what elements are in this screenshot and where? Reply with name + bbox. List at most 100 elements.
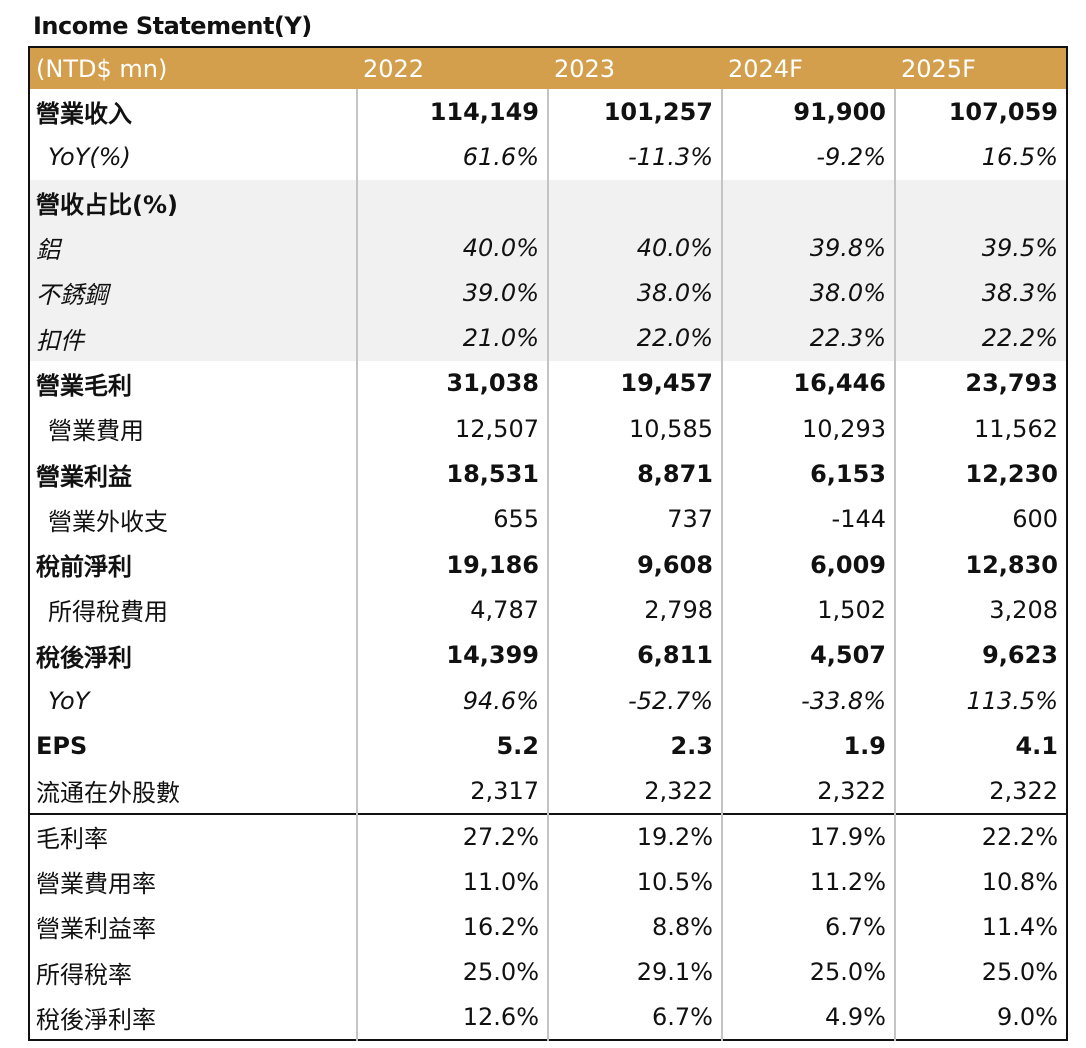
row-value: 2,322 (547, 768, 722, 814)
row-value: 40.0% (356, 224, 548, 271)
row-value: -144 (721, 496, 895, 542)
row-value: 9,608 (547, 541, 722, 588)
header-unit: (NTD$ mn) (29, 47, 357, 89)
row-value: 6.7% (547, 994, 722, 1041)
row-value: 25.0% (721, 949, 895, 995)
row-value: 2,798 (547, 587, 722, 633)
table-row: 鋁 40.0% 40.0% 39.8% 39.5% (29, 224, 1067, 271)
row-value: 2,322 (894, 768, 1067, 814)
row-label: 營業收入 (36, 100, 132, 129)
header-year: 2024F (722, 47, 895, 89)
row-value: 6,009 (721, 541, 895, 588)
row-value: 22.2% (894, 315, 1067, 361)
row-value: 23,793 (894, 360, 1067, 407)
row-label: 稅後淨利 (36, 643, 132, 672)
row-value: 9,623 (894, 632, 1067, 678)
row-label: 稅後淨利率 (36, 1005, 156, 1034)
row-value: 114,149 (356, 89, 548, 135)
row-value: 10.8% (894, 859, 1067, 905)
row-value: 22.0% (547, 315, 722, 361)
row-value: 16,446 (721, 360, 895, 407)
row-label: 所得稅費用 (48, 598, 168, 627)
row-value: 6.7% (721, 904, 895, 950)
table-row: 營業利益 18,531 8,871 6,153 12,230 (29, 451, 1067, 497)
table-row: 營業費用率 11.0% 10.5% 11.2% 10.8% (29, 859, 1067, 905)
row-value: -33.8% (721, 677, 895, 724)
row-label: 扣件 (29, 315, 357, 361)
table-row: 營業利益率 16.2% 8.8% 6.7% 11.4% (29, 904, 1067, 950)
row-value: 25.0% (356, 949, 548, 995)
row-value (356, 179, 548, 225)
row-value: 113.5% (894, 677, 1067, 724)
row-value: 16.2% (356, 904, 548, 950)
row-value: 19.2% (547, 812, 722, 860)
row-label: 營業毛利 (36, 371, 132, 400)
row-value: 8,871 (547, 451, 722, 497)
row-value: 91,900 (721, 89, 895, 135)
row-value: 31,038 (356, 360, 548, 407)
row-value: -52.7% (547, 677, 722, 724)
row-value: 10,293 (721, 406, 895, 452)
row-label: 營業利益率 (36, 915, 156, 944)
row-value: 12.6% (356, 994, 548, 1041)
row-value: 29.1% (547, 949, 722, 995)
row-value: 94.6% (356, 677, 548, 724)
header-year: 2025F (895, 47, 1067, 89)
table-row: 毛利率 27.2% 19.2% 17.9% 22.2% (29, 812, 1067, 860)
row-label: 所得稅率 (36, 960, 132, 989)
row-value: 2,317 (356, 768, 548, 814)
row-value: 600 (894, 496, 1067, 542)
row-value: 737 (547, 496, 722, 542)
row-value: 2,322 (721, 768, 895, 814)
row-value (721, 179, 895, 225)
row-label: 營業利益 (36, 462, 132, 491)
row-value: 38.0% (721, 270, 895, 316)
table-row: 營業費用 12,507 10,585 10,293 11,562 (29, 406, 1067, 452)
row-value: 14,399 (356, 632, 548, 678)
row-value: 12,830 (894, 541, 1067, 588)
row-value: 4,507 (721, 632, 895, 678)
row-label: 毛利率 (29, 812, 357, 860)
row-value: 39.8% (721, 224, 895, 271)
row-label: 營業費用 (48, 417, 144, 446)
row-value: 39.0% (356, 270, 548, 316)
table-row: YoY(%) 61.6% -11.3% -9.2% 16.5% (29, 134, 1067, 180)
row-value: 5.2 (356, 723, 548, 769)
row-value: 25.0% (894, 949, 1067, 995)
row-value: 10.5% (547, 859, 722, 905)
row-value: 22.3% (721, 315, 895, 361)
row-label: YoY(%) (48, 142, 131, 171)
row-value: 9.0% (894, 994, 1067, 1041)
row-value: 38.3% (894, 270, 1067, 316)
row-value: 11.0% (356, 859, 548, 905)
row-value: 4,787 (356, 587, 548, 633)
row-label: YoY (48, 686, 90, 715)
row-value: 40.0% (547, 224, 722, 271)
row-value: 1,502 (721, 587, 895, 633)
row-label: 鋁 (29, 224, 357, 271)
row-value: -11.3% (547, 134, 722, 180)
table-row: 稅後淨利 14,399 6,811 4,507 9,623 (29, 632, 1067, 678)
table-row: 流通在外股數 2,317 2,322 2,322 2,322 (29, 768, 1067, 814)
row-value: 22.2% (894, 812, 1067, 860)
table-row: 稅前淨利 19,186 9,608 6,009 12,830 (29, 541, 1067, 588)
row-value: 107,059 (894, 89, 1067, 135)
row-value: 2.3 (547, 723, 722, 769)
row-value: 21.0% (356, 315, 548, 361)
header-year: 2023 (548, 47, 722, 89)
row-label: 不銹鋼 (29, 270, 357, 316)
table-row: 扣件 21.0% 22.0% 22.3% 22.2% (29, 315, 1067, 361)
row-value: 16.5% (894, 134, 1067, 180)
row-label: 營收占比(%) (29, 179, 357, 225)
row-value: 1.9 (721, 723, 895, 769)
table-row: 營業毛利 31,038 19,457 16,446 23,793 (29, 360, 1067, 407)
table-row: 營業收入 114,149 101,257 91,900 107,059 (29, 89, 1067, 135)
row-value: 19,457 (547, 360, 722, 407)
row-value: 101,257 (547, 89, 722, 135)
table-title: Income Statement(Y) (33, 12, 312, 40)
row-value: -9.2% (721, 134, 895, 180)
table-row: 不銹鋼 39.0% 38.0% 38.0% 38.3% (29, 270, 1067, 316)
row-value: 19,186 (356, 541, 548, 588)
table-row: EPS 5.2 2.3 1.9 4.1 (29, 723, 1067, 769)
row-label: 營業費用率 (36, 870, 156, 899)
